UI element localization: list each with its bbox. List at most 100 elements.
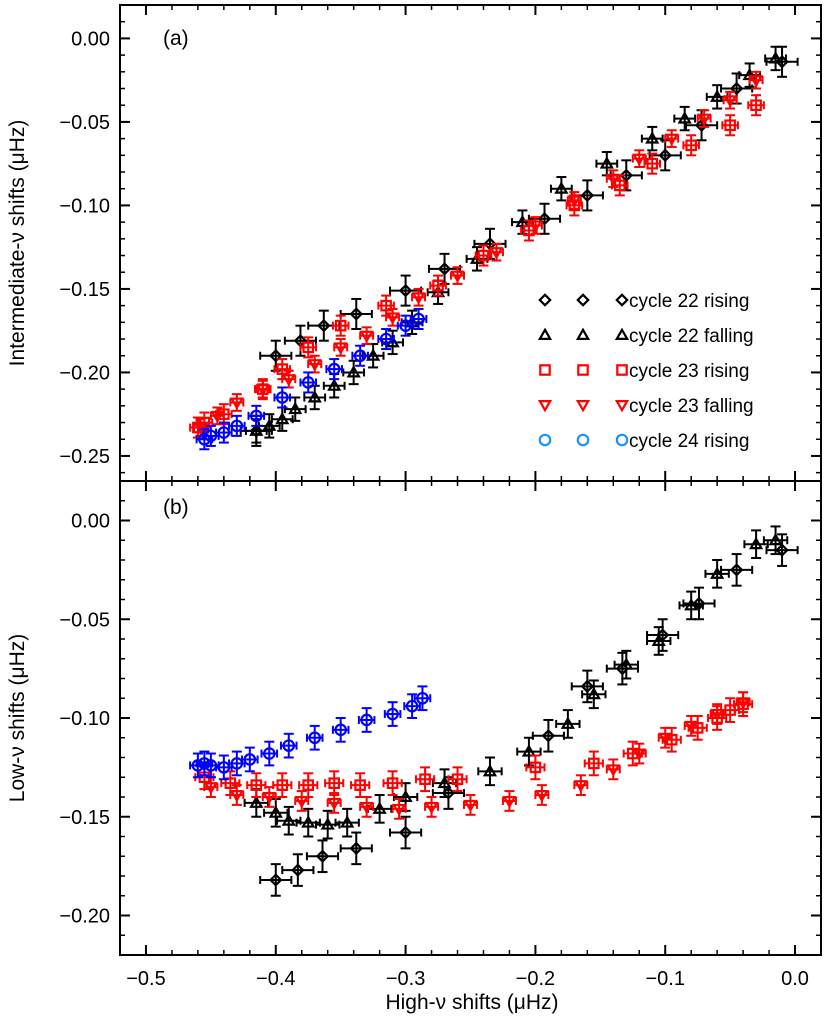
y-tick-label: −0.20 <box>59 906 110 928</box>
y-tick-label: −0.15 <box>59 807 110 829</box>
data-point <box>315 849 330 864</box>
error-bar <box>488 242 504 262</box>
data-point <box>354 779 366 791</box>
data-point <box>281 813 296 826</box>
error-bar <box>477 756 503 787</box>
data-point <box>262 418 277 431</box>
data-point <box>599 156 614 169</box>
legend-marker <box>539 364 551 376</box>
panel-a-series <box>189 45 799 451</box>
error-bar <box>283 396 307 422</box>
data-point <box>386 707 399 721</box>
data-point <box>664 133 679 147</box>
error-bar <box>648 139 682 172</box>
data-point <box>276 779 289 791</box>
legend-marker <box>614 327 630 340</box>
data-point <box>588 757 600 770</box>
error-bar <box>414 766 436 793</box>
data-point <box>684 598 699 611</box>
error-bar <box>447 766 468 793</box>
data-point <box>685 139 697 152</box>
data-point <box>203 782 218 795</box>
data-point <box>775 543 789 557</box>
legend-marker <box>614 400 630 413</box>
x-tick-label: −0.5 <box>126 968 165 990</box>
error-bar <box>333 338 349 357</box>
series-cycle-22-falling <box>243 525 789 840</box>
data-point <box>529 761 542 774</box>
error-bar <box>324 770 345 797</box>
error-bar <box>202 752 220 779</box>
data-point <box>302 779 315 791</box>
data-point <box>301 376 315 389</box>
data-point <box>748 536 764 550</box>
data-point <box>327 797 342 811</box>
error-bar <box>764 45 787 72</box>
legend-marker <box>537 327 553 340</box>
error-bar <box>613 649 639 680</box>
error-bar <box>366 794 393 824</box>
data-point <box>528 220 543 233</box>
error-bar <box>303 384 327 411</box>
y-tick-label: −0.05 <box>59 609 110 631</box>
data-point <box>366 348 381 361</box>
data-point <box>294 795 309 809</box>
series-cycle-23-falling <box>192 70 764 437</box>
legend: cycle 22 rising cycle 22 falling cycle 23 … <box>537 291 754 452</box>
data-point <box>677 111 692 124</box>
error-bar <box>664 129 680 148</box>
error-bar <box>389 815 423 850</box>
data-point <box>353 349 367 363</box>
legend-marker <box>576 293 590 307</box>
legend-marker <box>616 364 628 376</box>
error-bar <box>646 618 680 652</box>
data-point <box>349 307 364 321</box>
data-point <box>537 212 552 226</box>
legend-entry: cycle 22 falling <box>537 326 754 347</box>
data-point <box>217 426 231 439</box>
error-bar <box>549 176 573 202</box>
data-point <box>515 214 530 228</box>
data-point <box>262 747 276 760</box>
data-point <box>405 699 419 713</box>
legend-entry: cycle 24 rising <box>538 431 749 452</box>
legend-marker <box>576 433 590 447</box>
data-point <box>736 697 751 710</box>
data-point <box>327 378 342 391</box>
y-tick-label: −0.20 <box>59 362 110 384</box>
legend-marker <box>575 400 591 413</box>
data-point <box>768 532 783 546</box>
legend-entry: cycle 23 falling <box>537 396 754 417</box>
data-point <box>567 195 582 208</box>
error-bar <box>527 202 562 235</box>
data-point <box>380 299 392 312</box>
y-tick-label: −0.15 <box>59 279 110 301</box>
data-point <box>399 319 412 332</box>
data-point <box>412 312 425 326</box>
data-point <box>521 744 537 757</box>
data-point <box>210 410 225 424</box>
series-cycle-22-rising <box>259 533 799 897</box>
legend-marker <box>575 327 591 340</box>
error-bar <box>720 553 754 587</box>
data-point <box>398 789 413 803</box>
data-point <box>243 753 257 766</box>
error-bar <box>259 863 293 897</box>
panel-b-y-tick-labels: 0.00 −0.05 −0.10 −0.15 −0.20 <box>59 511 110 928</box>
data-point <box>275 411 290 425</box>
data-point <box>327 362 341 376</box>
data-point <box>463 799 478 813</box>
data-point <box>340 815 355 828</box>
y-tick-label: 0.00 <box>71 511 110 533</box>
x-tick-label: 0.0 <box>781 968 809 990</box>
data-point <box>619 168 634 183</box>
error-bar <box>673 105 697 132</box>
data-point <box>697 113 712 126</box>
error-bar <box>570 669 604 704</box>
data-point <box>437 775 452 789</box>
data-point <box>768 51 783 64</box>
data-point <box>451 773 464 786</box>
data-point <box>606 764 621 777</box>
data-point <box>193 422 208 435</box>
data-point <box>534 790 549 803</box>
